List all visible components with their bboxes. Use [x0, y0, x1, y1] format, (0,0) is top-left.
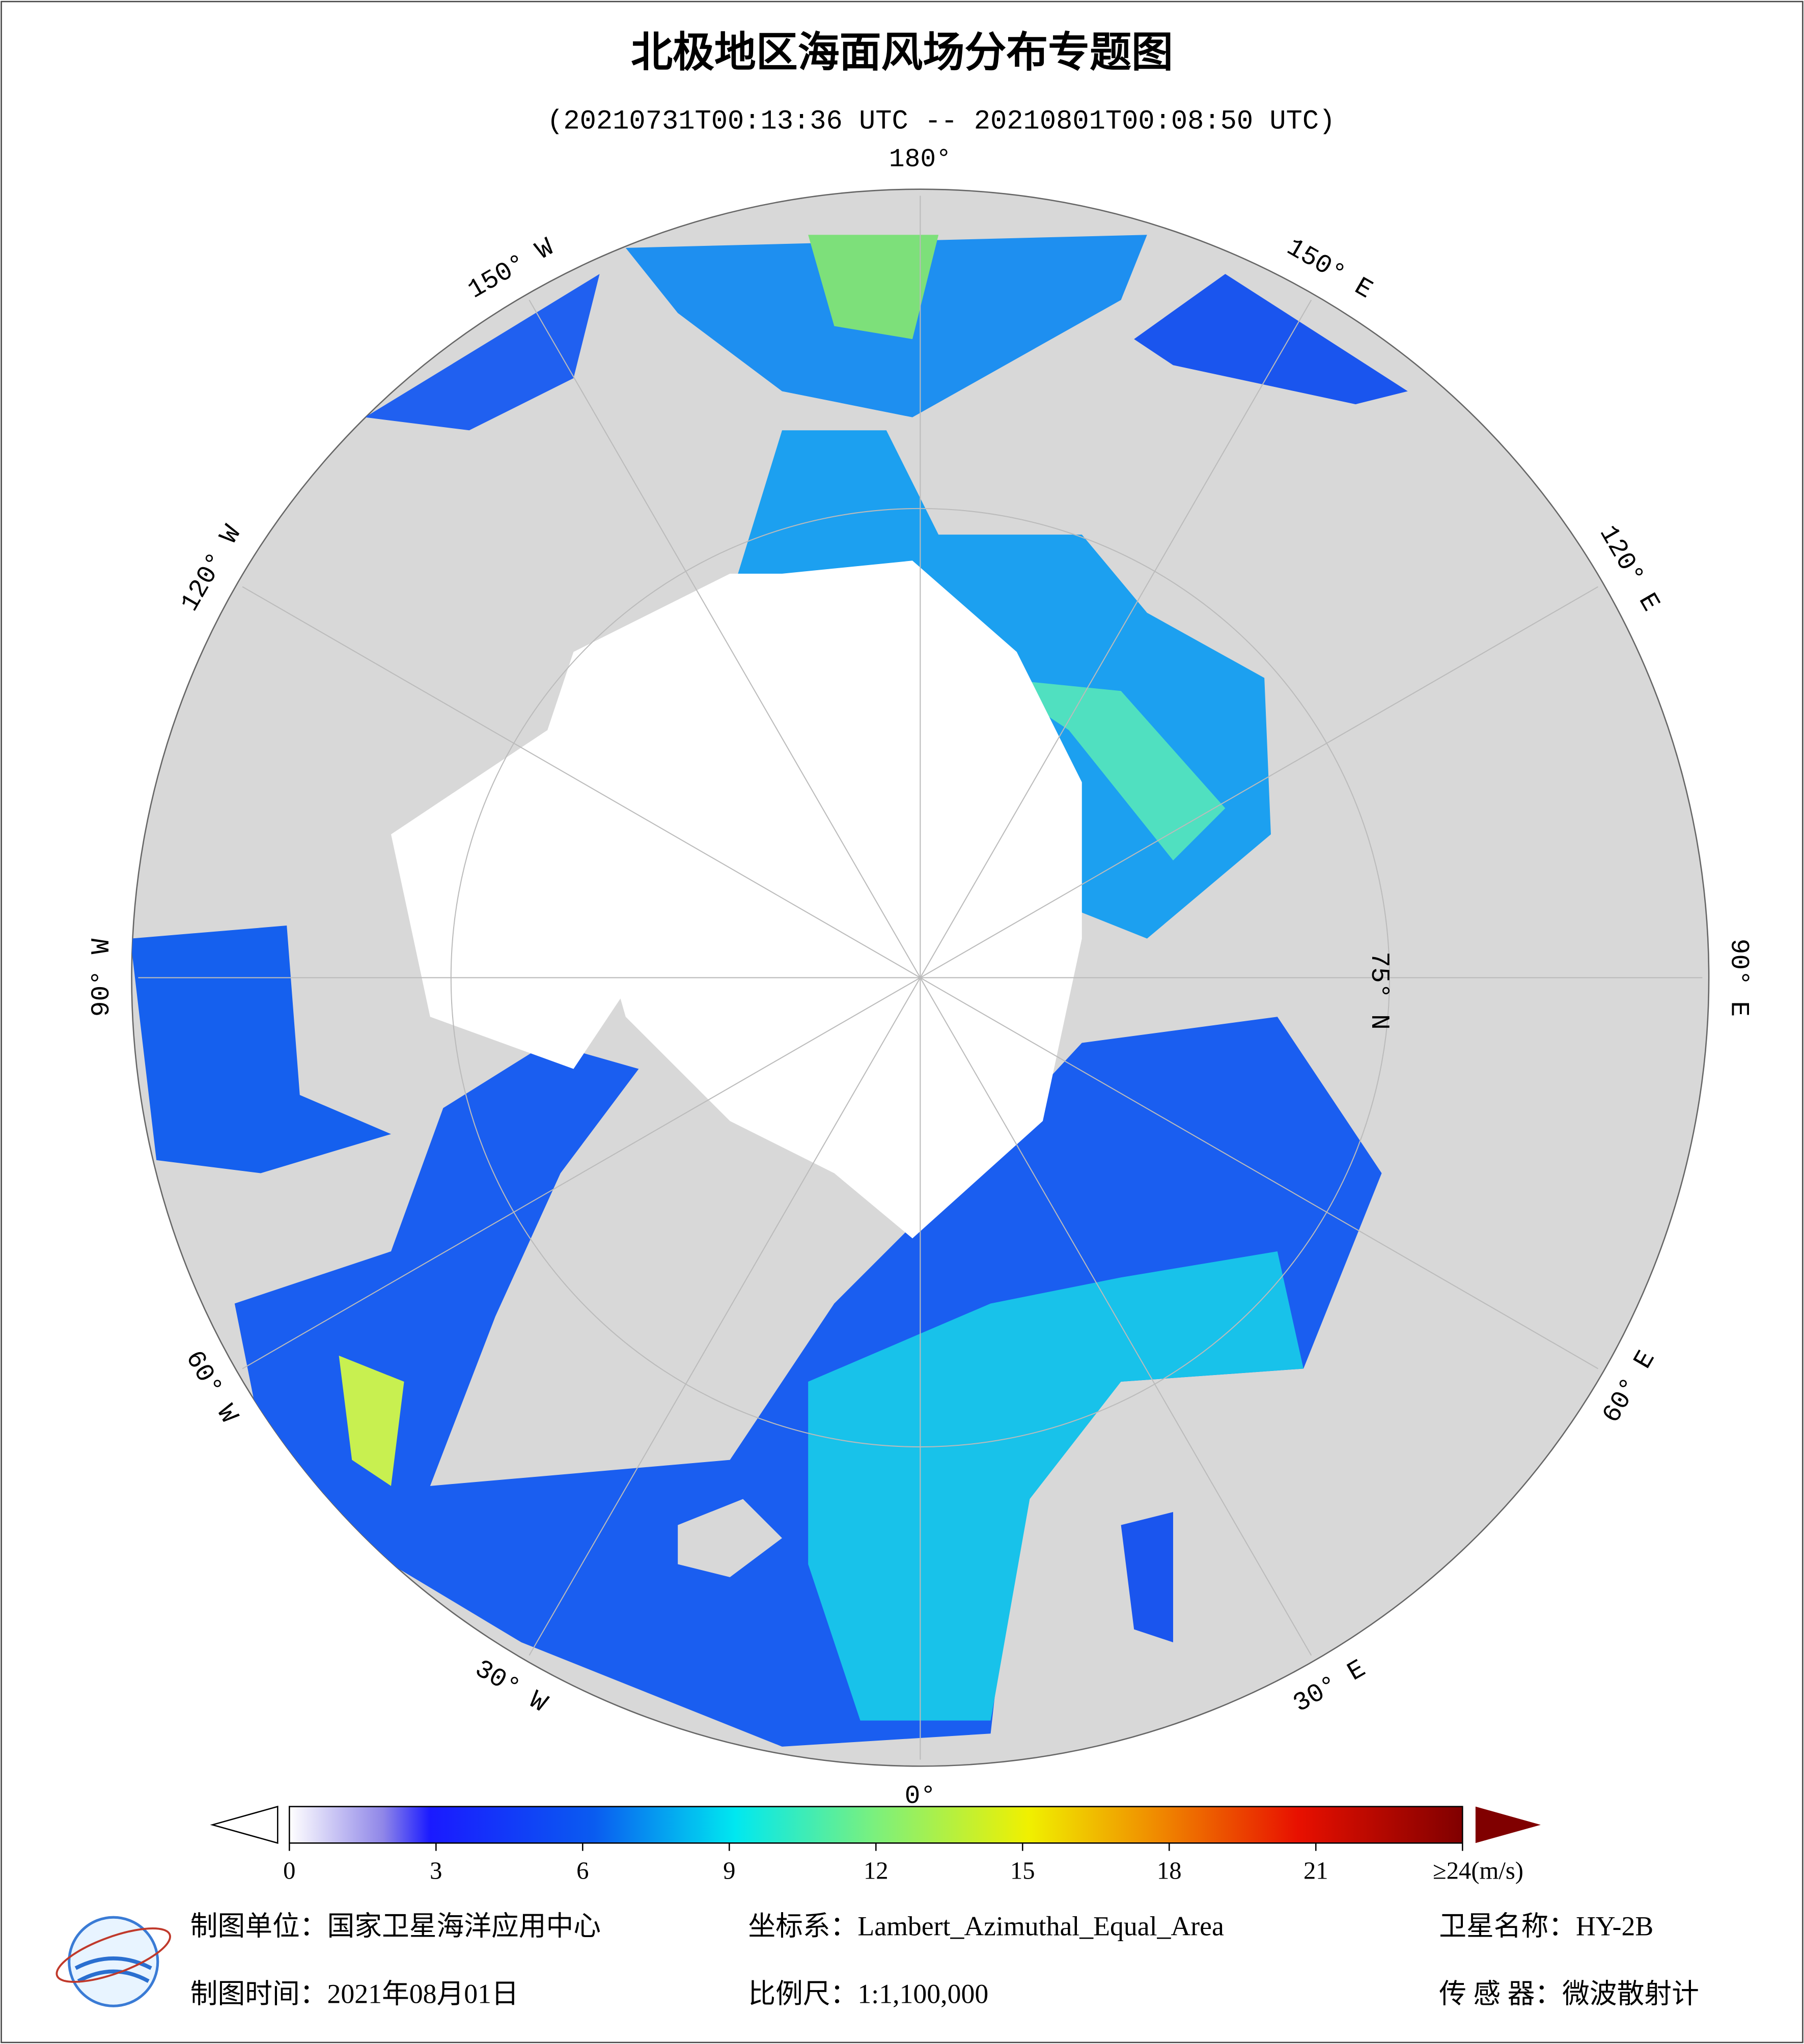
- colorbar-tick-label: 18: [1157, 1857, 1182, 1884]
- footer-scale: 比例尺：1:1,100,000: [748, 1979, 988, 2009]
- map-title: 北极地区海面风场分布专题图: [631, 28, 1173, 76]
- wind-region: [1121, 1512, 1173, 1643]
- island: [678, 1499, 782, 1578]
- map-subtitle: (20210731T00:13:36 UTC -- 20210801T00:08…: [547, 106, 1335, 137]
- footer-satellite: 卫星名称：HY-2B: [1439, 1911, 1653, 1942]
- wind-region: [131, 926, 391, 1173]
- ocean-wind-field: [131, 195, 1703, 1760]
- footer-unit: 制图单位：国家卫星海洋应用中心: [190, 1911, 601, 1942]
- colorbar-tick-label: 15: [1010, 1857, 1035, 1884]
- footer-sensor: 传 感 器：微波散射计: [1439, 1979, 1699, 2009]
- wind-region: [365, 274, 600, 431]
- archipelago-water: [391, 730, 626, 1069]
- longitude-label: 180°: [889, 145, 952, 174]
- colorbar-low-arrow: [210, 1805, 279, 1844]
- sea-ice: [547, 561, 1082, 1239]
- map-disc: [131, 188, 1710, 1767]
- wind-region: [990, 678, 1226, 861]
- colorbar: [210, 1805, 1541, 1844]
- longitude-label: 90° W: [87, 938, 117, 1017]
- wind-region: [339, 1355, 404, 1486]
- longitude-label: 90° E: [1724, 939, 1753, 1017]
- colorbar-ticks: 0 3 6 9 12 15 18 21 ≥24(m/s): [283, 1843, 1523, 1884]
- colorbar-scale: [289, 1806, 1463, 1844]
- logo: [55, 1916, 171, 2007]
- colorbar-tick-label: 12: [864, 1857, 889, 1884]
- colorbar-tick-label: ≥24(m/s): [1433, 1857, 1523, 1884]
- footer-date: 制图时间：2021年08月01日: [190, 1979, 519, 2009]
- footer-crs: 坐标系：Lambert_Azimuthal_Equal_Area: [748, 1911, 1224, 1942]
- colorbar-tick-label: 9: [723, 1857, 735, 1884]
- colorbar-tick-label: 6: [576, 1857, 589, 1884]
- colorbar-tick-label: 3: [430, 1857, 442, 1884]
- colorbar-high-arrow: [1475, 1806, 1541, 1843]
- wind-region: [1134, 274, 1408, 405]
- colorbar-tick-label: 21: [1303, 1857, 1328, 1884]
- colorbar-tick-label: 0: [283, 1857, 295, 1884]
- wind-region: [808, 235, 939, 340]
- graticule: [138, 195, 1703, 1760]
- latitude-label: 75° N: [1364, 951, 1394, 1030]
